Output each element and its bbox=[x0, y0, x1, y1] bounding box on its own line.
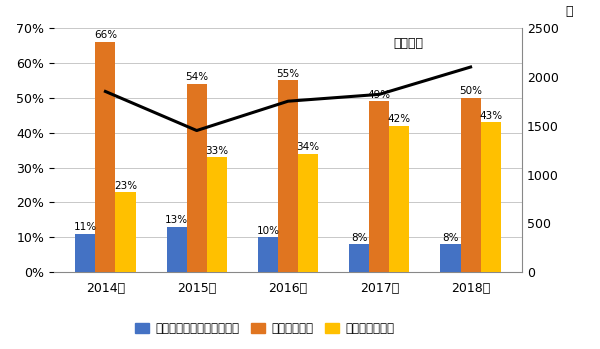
Text: 33%: 33% bbox=[205, 146, 229, 156]
Bar bbox=[298, 154, 318, 272]
Text: 54%: 54% bbox=[185, 72, 208, 82]
Bar bbox=[461, 98, 481, 272]
Text: 23%: 23% bbox=[114, 180, 137, 191]
Text: 43%: 43% bbox=[479, 111, 502, 121]
Bar bbox=[75, 234, 95, 272]
Bar bbox=[187, 84, 207, 272]
Text: 11%: 11% bbox=[74, 222, 97, 232]
Bar bbox=[278, 80, 298, 272]
Text: 42%: 42% bbox=[388, 114, 411, 124]
Bar bbox=[207, 157, 227, 272]
Bar bbox=[349, 244, 369, 272]
Bar bbox=[258, 237, 278, 272]
Text: 8%: 8% bbox=[351, 233, 367, 243]
Bar bbox=[95, 42, 115, 272]
Bar bbox=[369, 101, 389, 272]
Bar bbox=[440, 244, 461, 272]
Bar bbox=[115, 192, 136, 272]
Text: 49%: 49% bbox=[368, 90, 391, 100]
Text: 件: 件 bbox=[565, 5, 572, 18]
Text: 55%: 55% bbox=[277, 69, 299, 79]
Legend: セクシャル・ハラスメント, 職場のいじめ, 職場の人間関係: セクシャル・ハラスメント, 職場のいじめ, 職場の人間関係 bbox=[130, 317, 399, 340]
Text: 66%: 66% bbox=[94, 30, 117, 40]
Text: 相談件数: 相談件数 bbox=[393, 37, 423, 51]
Bar bbox=[481, 122, 501, 272]
Text: 8%: 8% bbox=[442, 233, 459, 243]
Bar bbox=[167, 227, 187, 272]
Text: 10%: 10% bbox=[256, 226, 280, 236]
Text: 13%: 13% bbox=[165, 215, 188, 225]
Text: 34%: 34% bbox=[296, 142, 320, 152]
Text: 50%: 50% bbox=[459, 86, 482, 96]
Bar bbox=[389, 126, 409, 272]
